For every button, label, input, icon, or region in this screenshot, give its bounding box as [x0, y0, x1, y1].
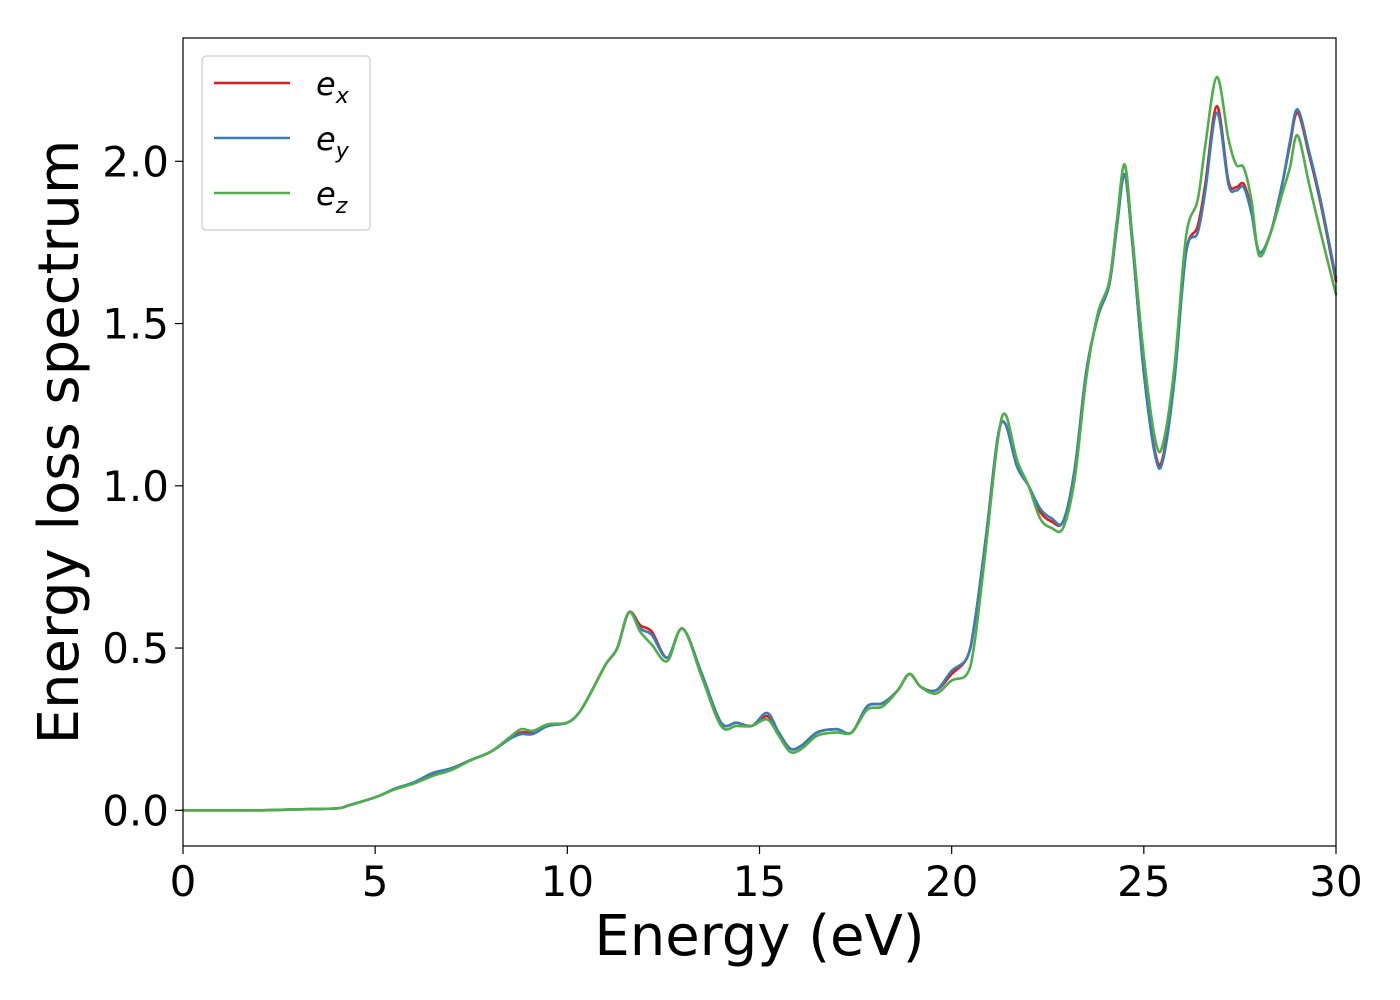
y-tick-label: 2.0	[102, 137, 169, 186]
y-tick-label: 1.0	[102, 462, 169, 511]
x-axis-ticks: 0 5 10 15 20 25 30	[170, 846, 1363, 906]
y-axis-ticks: 0.0 0.5 1.0 1.5 2.0	[102, 137, 183, 835]
series-line-z	[181, 75, 1338, 812]
x-tick-label: 5	[362, 857, 389, 906]
x-tick-label: 15	[733, 857, 786, 906]
y-tick-label: 1.5	[102, 300, 169, 349]
x-tick-label: 30	[1309, 857, 1362, 906]
y-tick-label: 0.0	[102, 786, 169, 835]
y-axis-label: Energy loss spectrum	[27, 140, 92, 745]
x-tick-label: 10	[541, 857, 594, 906]
plot-background	[183, 38, 1336, 846]
x-tick-label: 20	[925, 857, 978, 906]
x-tick-label: 0	[170, 857, 197, 906]
y-tick-label: 0.5	[102, 624, 169, 673]
x-tick-label: 25	[1117, 857, 1170, 906]
x-axis-label: Energy (eV)	[594, 904, 924, 969]
series-layer	[181, 75, 1338, 812]
legend-box	[201, 55, 371, 231]
plot-frame	[182, 37, 1337, 847]
